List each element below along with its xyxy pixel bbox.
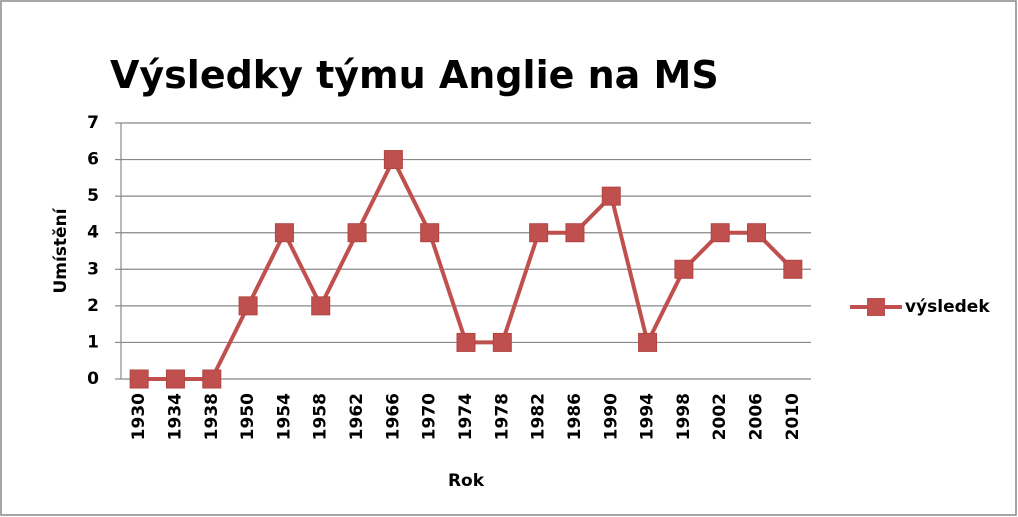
marker [165,369,185,389]
y-tick-label: 6 [87,150,99,170]
x-tick-label: 2002 [710,393,730,440]
x-tick-label: 1930 [129,393,149,440]
marker [347,223,367,243]
x-tick-label: 1974 [456,393,476,440]
marker [492,332,512,352]
legend-label: výsledek [905,297,990,317]
x-tick-label: 1986 [565,393,585,440]
marker [747,223,767,243]
y-tick-label: 7 [87,113,99,133]
marker [238,296,258,316]
marker [638,332,658,352]
marker [420,223,440,243]
marker [274,223,294,243]
marker [129,369,149,389]
x-tick-label: 1982 [529,393,549,440]
x-tick-label: 2006 [747,393,767,440]
x-tick-label: 1966 [383,393,403,440]
marker [529,223,549,243]
marker [311,296,331,316]
x-tick-label: 1958 [311,393,331,440]
x-tick-label: 1978 [492,393,512,440]
legend-marker [867,298,885,316]
marker [456,332,476,352]
y-tick-label: 2 [87,296,99,316]
marker [383,150,403,170]
chart-title: Výsledky týmu Anglie na MS [110,53,719,97]
y-tick-label: 5 [87,186,99,206]
marker [202,369,222,389]
y-tick-label: 0 [87,369,99,389]
x-tick-label: 2010 [783,393,803,440]
x-tick-label: 1990 [601,393,621,440]
x-axis-label: Rok [448,471,485,491]
x-tick-label: 1970 [420,393,440,440]
marker [674,259,694,279]
x-tick-label: 1954 [274,393,294,440]
y-axis-label: Umístění [51,207,71,293]
y-tick-label: 3 [87,259,99,279]
x-tick-label: 1934 [165,393,185,440]
x-tick-label: 1950 [238,393,258,440]
x-tick-label: 1938 [202,393,222,440]
marker [783,259,803,279]
y-tick-label: 4 [87,223,99,243]
marker [601,186,621,206]
x-tick-label: 1998 [674,393,694,440]
marker [565,223,585,243]
x-tick-label: 1994 [638,393,658,440]
marker [710,223,730,243]
y-tick-label: 1 [87,332,99,352]
x-tick-label: 1962 [347,393,367,440]
